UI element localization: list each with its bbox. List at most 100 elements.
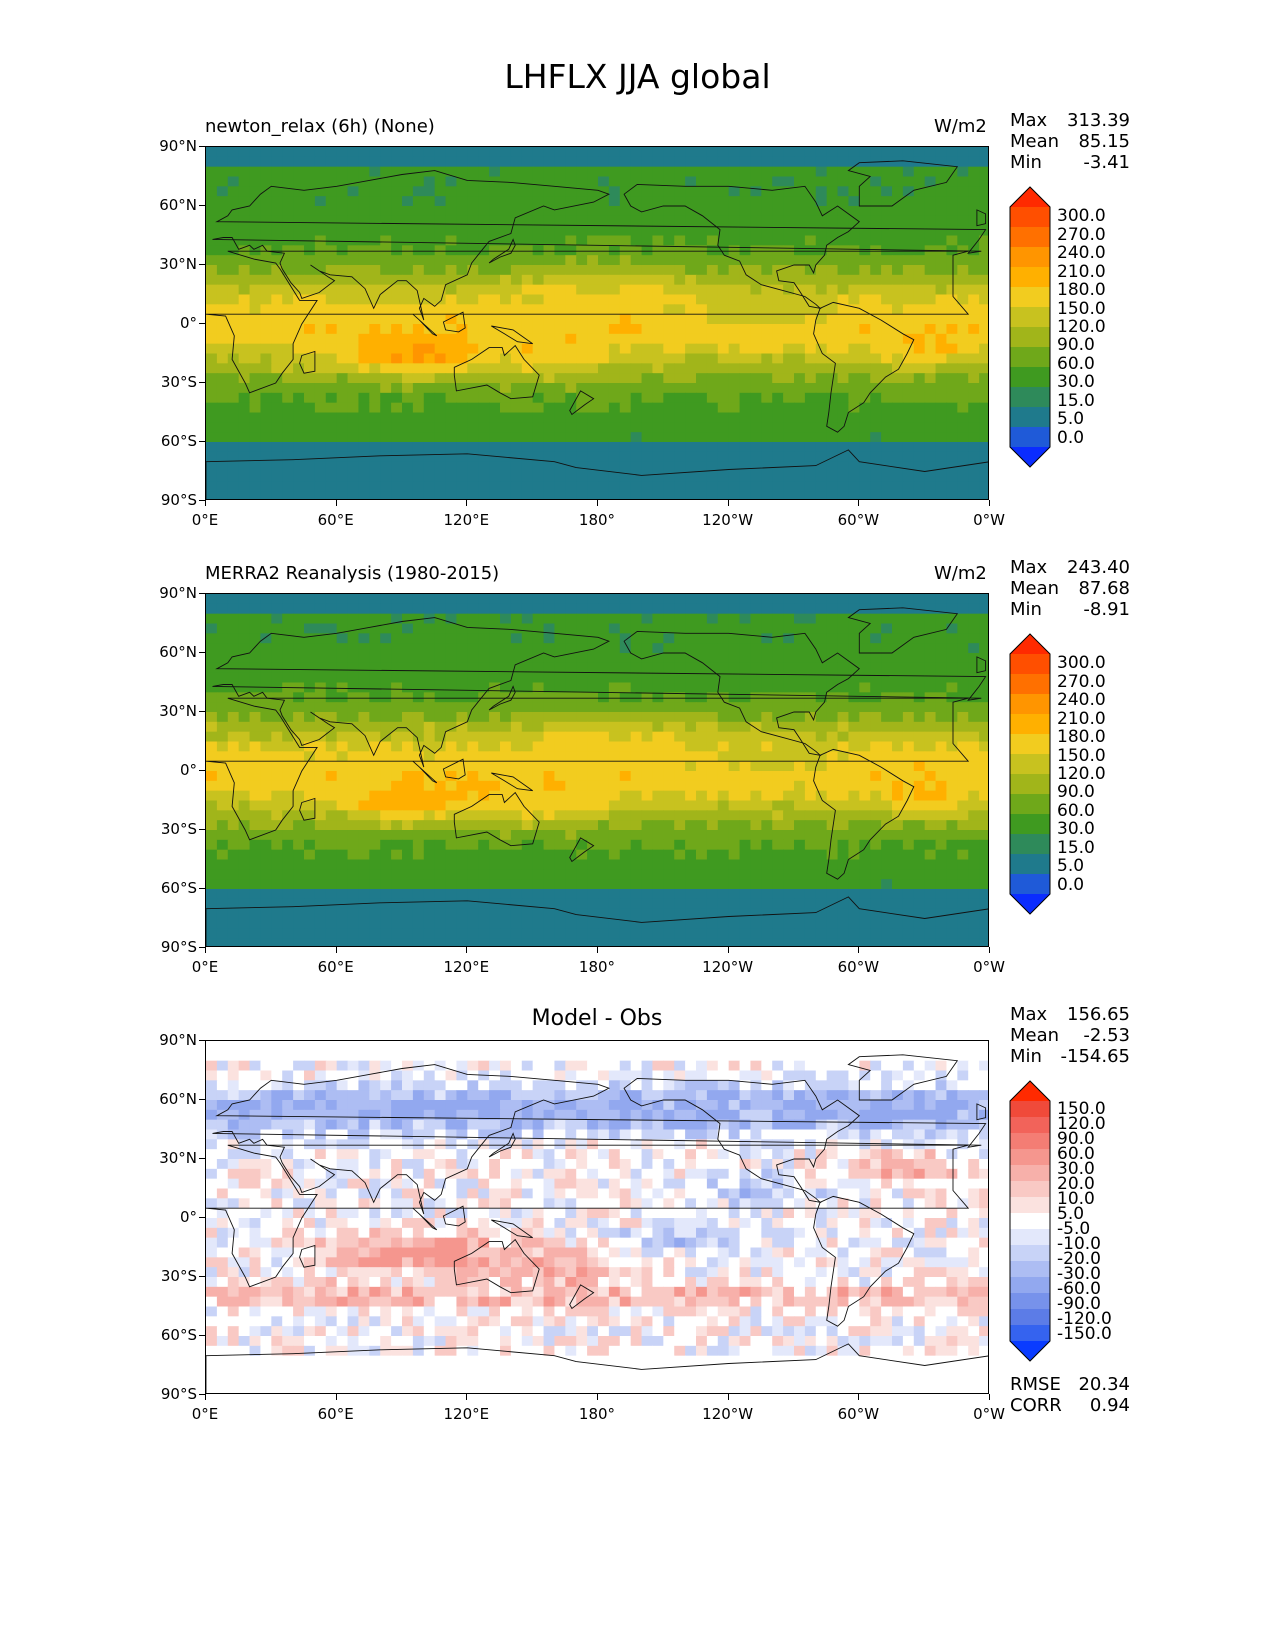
coastlines xyxy=(206,607,988,946)
lon-tick-mark xyxy=(989,1394,990,1400)
lat-tick-label: 90°N xyxy=(159,1031,197,1049)
lon-tick-label: 60°E xyxy=(317,511,354,529)
lat-tick-label: 90°S xyxy=(160,491,197,509)
lon-tick-mark xyxy=(727,500,729,506)
colorbar-label: -10.0 xyxy=(1057,1233,1101,1254)
lat-tick-mark xyxy=(199,264,205,265)
map-plot xyxy=(205,593,989,947)
lat-tick-mark xyxy=(199,770,205,771)
stat-max: Max 313.39 xyxy=(1010,110,1130,131)
colorbar-label: 90.0 xyxy=(1057,782,1095,803)
colorbar-label: 150.0 xyxy=(1057,1098,1106,1119)
colorbar-label: -150.0 xyxy=(1057,1323,1112,1344)
lon-tick-mark xyxy=(858,1394,860,1400)
lat-tick-label: 30°N xyxy=(159,255,197,273)
colorbar-label: -90.0 xyxy=(1057,1293,1101,1314)
lat-tick-mark xyxy=(199,1099,205,1100)
colorbar-label: 270.0 xyxy=(1057,224,1106,245)
lon-tick-mark xyxy=(466,500,468,506)
map-svg xyxy=(206,147,988,499)
lon-tick-label: 120°W xyxy=(702,1405,754,1423)
lat-tick-mark xyxy=(199,146,205,147)
lon-tick-label: 180° xyxy=(578,511,616,529)
lat-tick-label: 30°S xyxy=(160,820,197,838)
colorbar-label: 60.0 xyxy=(1057,800,1095,821)
colorbar-label: 15.0 xyxy=(1057,837,1095,858)
lat-tick-label: 0° xyxy=(179,761,197,779)
colorbar xyxy=(1009,186,1051,468)
lon-tick-mark xyxy=(466,947,468,953)
stat-mean: Mean -2.53 xyxy=(1010,1025,1130,1046)
lat-tick-label: 30°S xyxy=(160,1267,197,1285)
panel-title: Model - Obs xyxy=(531,1006,663,1031)
lat-tick-mark xyxy=(199,947,205,948)
map-plot xyxy=(205,146,989,500)
colorbar-label: 15.0 xyxy=(1057,390,1095,411)
coastlines xyxy=(206,1054,988,1393)
lon-tick-label: 120°W xyxy=(702,511,754,529)
lat-tick-mark xyxy=(199,1335,205,1336)
lon-tick-label: 0°W xyxy=(973,1405,1005,1423)
colorbar-label: 150.0 xyxy=(1057,745,1106,766)
panel-units: W/m2 xyxy=(934,563,987,584)
colorbar-label: 20.0 xyxy=(1057,1173,1095,1194)
coastlines xyxy=(206,160,988,499)
colorbar-label: 300.0 xyxy=(1057,206,1106,227)
colorbar-label: 120.0 xyxy=(1057,317,1106,337)
colorbar-label: 240.0 xyxy=(1057,243,1106,264)
colorbar-label: 180.0 xyxy=(1057,280,1106,301)
lat-tick-mark xyxy=(199,829,205,830)
colorbar-label: 300.0 xyxy=(1057,653,1106,674)
lat-tick-mark xyxy=(199,323,205,324)
stat-mean: Mean 87.68 xyxy=(1010,578,1130,599)
lon-tick-mark xyxy=(205,947,206,953)
stat-mean: Mean 85.15 xyxy=(1010,131,1130,152)
panel-units: W/m2 xyxy=(934,116,987,137)
lon-tick-mark xyxy=(205,1394,206,1400)
lon-tick-label: 0°E xyxy=(191,958,219,976)
lon-tick-mark xyxy=(335,500,337,506)
lon-tick-mark xyxy=(989,500,990,506)
lat-tick-mark xyxy=(199,382,205,383)
stat-max: Max 156.65 xyxy=(1010,1004,1130,1025)
colorbar-label: 0.0 xyxy=(1057,874,1085,895)
lon-tick-label: 0°W xyxy=(973,511,1005,529)
colorbar-label: 180.0 xyxy=(1057,727,1106,748)
colorbar-label: 30.0 xyxy=(1057,819,1095,840)
stat-min: Min -8.91 xyxy=(1010,599,1130,620)
colorbar-label: 120.0 xyxy=(1057,764,1106,784)
lon-tick-mark xyxy=(597,947,598,953)
colorbar-label: 150.0 xyxy=(1057,298,1106,319)
colorbar-label: 30.0 xyxy=(1057,1158,1095,1179)
lat-tick-mark xyxy=(199,500,205,501)
lat-tick-label: 30°N xyxy=(159,1149,197,1167)
colorbar-label: -120.0 xyxy=(1057,1308,1112,1329)
colorbar-label: 5.0 xyxy=(1057,856,1085,877)
colorbar xyxy=(1009,1080,1051,1362)
lat-tick-mark xyxy=(199,1276,205,1277)
lon-tick-label: 60°W xyxy=(837,1405,880,1423)
lon-tick-mark xyxy=(858,947,860,953)
stat-min: Min -154.65 xyxy=(1010,1046,1130,1067)
lat-tick-mark xyxy=(199,1158,205,1159)
colorbar-label: 60.0 xyxy=(1057,353,1095,374)
lat-tick-label: 60°S xyxy=(160,1326,197,1344)
field xyxy=(206,594,988,946)
lat-tick-mark xyxy=(199,205,205,206)
colorbar-label: 30.0 xyxy=(1057,372,1095,393)
lat-tick-mark xyxy=(199,1394,205,1395)
colorbar-label: 120.0 xyxy=(1057,1113,1106,1134)
lat-tick-label: 90°N xyxy=(159,137,197,155)
stat-min: Min -3.41 xyxy=(1010,152,1130,173)
lon-tick-label: 120°E xyxy=(443,958,490,976)
colorbar-label: 210.0 xyxy=(1057,708,1106,729)
stat-rmse: RMSE 20.34 xyxy=(1010,1374,1130,1395)
lat-tick-label: 90°S xyxy=(160,938,197,956)
lon-tick-label: 180° xyxy=(578,958,616,976)
lon-tick-label: 0°E xyxy=(191,1405,219,1423)
lon-tick-label: 60°E xyxy=(317,1405,354,1423)
figure-title: LHFLX JJA global xyxy=(504,57,771,96)
field xyxy=(206,1041,988,1393)
lon-tick-label: 120°W xyxy=(702,958,754,976)
lon-tick-label: 0°E xyxy=(191,511,219,529)
